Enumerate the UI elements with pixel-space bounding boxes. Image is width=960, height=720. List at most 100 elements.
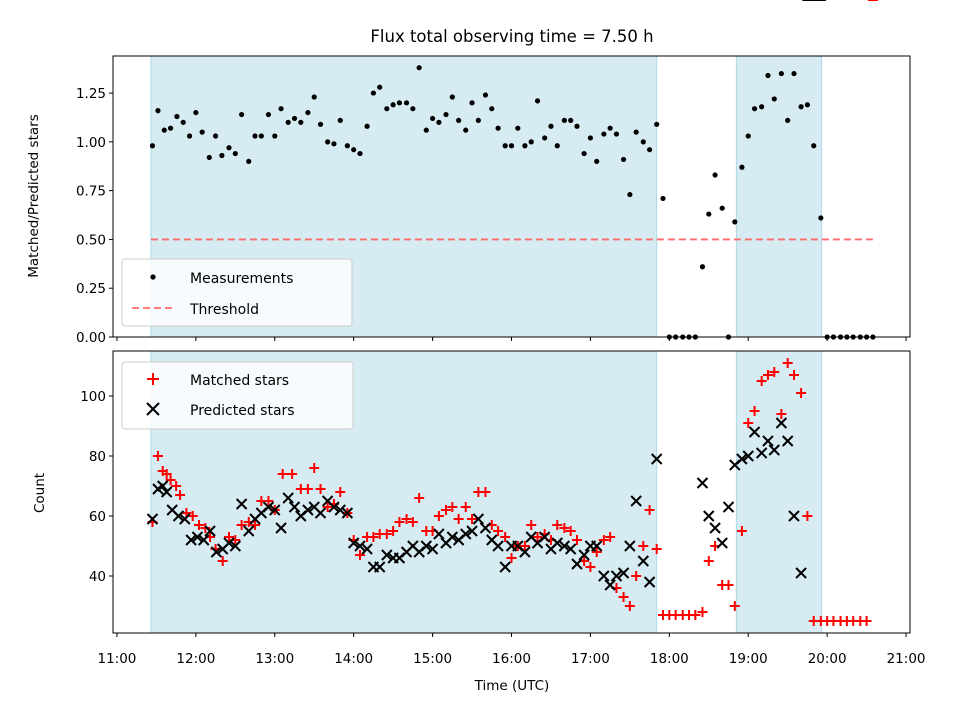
x-tick-label: 20:00 [808,651,847,667]
predicted-star-d2 [235,498,248,510]
measurement-point [818,215,824,221]
predicted-star-d2 [472,513,485,525]
predicted-star-point [499,561,511,573]
matched-star-point [354,550,365,560]
predicted-star-d2 [361,543,373,555]
matched-star-point [493,526,504,536]
top-y-tick-label: 0.00 [76,330,106,346]
predicted-star-point [519,546,531,558]
measurement-point [403,100,410,106]
measurement-point [568,117,574,123]
predicted-star-point [650,453,663,465]
x-tick-label: 17:00 [571,651,610,667]
predicted-star-point [617,567,630,579]
measurement-points [149,65,876,340]
bottom-y-axis: 40 60 80 100 [80,389,113,585]
predicted-star-d2 [551,537,563,549]
predicted-star-point [696,477,709,489]
predicted-star-point [229,540,242,552]
matched-star-point [644,505,655,515]
predicted-star-d2 [466,525,478,537]
measurement-point [778,70,784,77]
predicted-star-point [748,426,761,438]
matched-star-point [796,388,807,398]
matched-star-point [782,358,793,368]
matched-star-point [175,490,186,500]
predicted-star-d2 [775,417,788,429]
predicted-star-d2 [768,444,780,456]
matched-star-point [401,514,412,524]
predicted-star-point [328,501,340,513]
predicted-star-point [610,570,623,582]
predicted-star-d2 [755,447,768,459]
top-x-ticks [116,337,907,341]
measurement-point [554,143,560,149]
predicted-star-point [146,513,159,525]
measurement-point [168,125,174,131]
predicted-star-d2 [321,495,334,507]
matched-star-point [552,520,563,530]
x-tick-label: 18:00 [650,651,689,667]
top-y-tick-label: 1.00 [76,135,106,151]
predicted-star-d2 [204,525,216,537]
measurement-point [528,139,534,145]
matched-star-point [309,463,320,473]
matched-star-point [277,469,288,479]
measurement-point [377,84,383,90]
matched-star-point [756,376,767,386]
predicted-star-d2 [525,531,537,543]
predicted-star-d2 [275,522,287,534]
measurement-point [272,133,278,139]
predicted-star-point [179,513,191,525]
measurement-point [475,117,481,123]
predicted-star-point [374,561,386,573]
predicted-star-d2 [262,501,275,513]
measurement-point [654,121,660,127]
predicted-star-d2 [788,510,800,522]
predicted-star-d2 [630,495,642,507]
predicted-star-d2 [624,540,636,552]
measurement-point [291,115,298,122]
measurement-point [423,127,429,133]
measurement-point [278,106,284,112]
x-tick-label: 19:00 [729,651,768,667]
measurement-point [587,135,594,141]
predicted-star-d2 [716,537,728,549]
matched-star-point [690,610,701,620]
matched-star-point [447,502,458,512]
legend-matched-marker [147,373,159,385]
matched-star-point [433,511,444,521]
matched-star-point [161,469,172,479]
predicted-star-point [768,444,780,456]
matched-star-point [776,409,787,419]
matched-star-point [861,616,872,626]
predicted-star-point [781,435,794,447]
matched-star-point [703,556,714,566]
matched-star-point [519,541,530,551]
predicted-star-d2 [282,492,294,504]
matched-star-point [467,514,478,524]
top-y-tick-label: 0.75 [76,184,106,200]
measurement-point [331,141,337,147]
measurement-point [443,111,449,118]
matched-star-point [460,502,471,512]
matched-star-point [624,601,635,611]
predicted-star-point [795,567,807,579]
predicted-star-d2 [210,546,223,558]
measurement-point [149,143,156,149]
predicted-star-d2 [341,507,354,519]
bottom-shade-1 [735,350,823,634]
measurement-point [620,156,627,163]
predicted-star-point [564,543,577,555]
x-tick-label: 12:00 [176,651,215,667]
measurement-point [429,115,436,122]
predicted-star-d2 [146,513,159,525]
measurement-point [660,195,666,202]
predicted-star-d2 [742,450,754,462]
predicted-star-point [598,570,610,582]
measurement-point [712,172,718,178]
measurement-point [542,135,548,141]
predicted-star-point [472,513,485,525]
measurement-point [199,129,205,135]
matched-star-point [152,451,163,461]
